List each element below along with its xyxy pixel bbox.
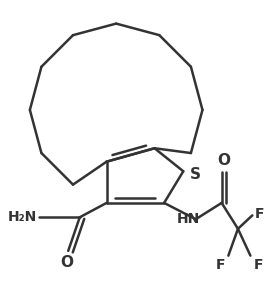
Text: S: S: [190, 167, 201, 182]
Text: H₂N: H₂N: [7, 210, 37, 224]
Text: O: O: [217, 153, 230, 168]
Text: F: F: [253, 257, 263, 272]
Text: O: O: [60, 255, 73, 270]
Text: F: F: [255, 207, 265, 221]
Text: F: F: [216, 257, 226, 272]
Text: HN: HN: [176, 212, 200, 226]
